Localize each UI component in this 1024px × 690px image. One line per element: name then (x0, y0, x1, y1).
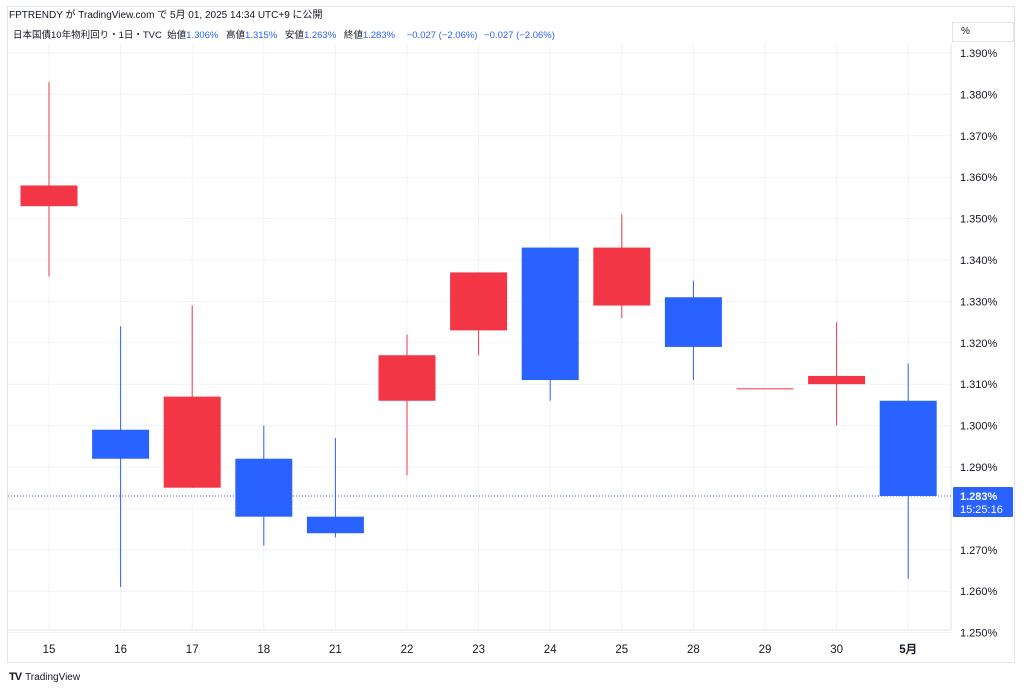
candle (450, 272, 508, 356)
candle (163, 305, 221, 488)
time-axis: 15 16 17 18 21 22 23 24 25 28 29 30 5月 (8, 629, 951, 656)
candle-body (163, 396, 221, 488)
y-tick-label: 1.290% (960, 462, 998, 474)
close-label: 終値 (343, 30, 363, 41)
candle-body (593, 247, 651, 306)
candle (20, 81, 78, 277)
high-label: 高値 (226, 30, 246, 41)
last-price-tag (953, 486, 1013, 517)
x-tick-label: 16 (114, 644, 127, 656)
bar-countdown: 15:25:16 (960, 504, 1003, 516)
candle-body (378, 355, 436, 401)
symbol-title[interactable]: 日本国債10年物利回り・1日・TVC (13, 30, 162, 41)
candle (378, 334, 436, 476)
grid-lines (8, 44, 951, 634)
y-tick-label: 1.260% (960, 586, 998, 598)
change-value-2: −0.027 (−2.06%) (484, 30, 555, 41)
x-tick-label: 24 (544, 644, 557, 656)
y-tick-label: 1.380% (960, 89, 998, 101)
close-value: 1.283% (362, 30, 396, 41)
footer-brand[interactable]: TV TradingView (9, 671, 80, 683)
x-tick-label: 5月 (899, 643, 917, 656)
candle-body (664, 297, 722, 347)
y-tick-label: 1.310% (960, 379, 998, 391)
x-tick-label: 29 (759, 644, 772, 656)
candle-body (235, 458, 293, 517)
low-value: 1.263% (303, 30, 337, 41)
candle-body (808, 375, 866, 385)
price-scale-unit[interactable]: % (952, 22, 1014, 42)
candle-body (879, 400, 937, 496)
candle (879, 363, 937, 579)
y-tick-label: 1.390% (960, 48, 998, 60)
candle (664, 280, 722, 381)
candle (593, 214, 651, 318)
tradingview-logo-icon: TV (9, 671, 22, 683)
candle (736, 388, 794, 390)
x-tick-label: 22 (401, 644, 414, 656)
candle (808, 322, 866, 426)
x-tick-label: 18 (257, 644, 270, 656)
candle-body (306, 516, 364, 534)
publish-caption: FPTRENDY が TradingView.com で 5月 01, 2025… (9, 10, 323, 21)
candle-body (521, 247, 579, 381)
open-value: 1.306% (186, 30, 219, 41)
y-tick-label: 1.320% (960, 338, 998, 350)
x-tick-label: 23 (472, 644, 485, 656)
x-tick-label: 30 (830, 644, 843, 656)
candle (235, 425, 293, 546)
high-value: 1.315% (245, 30, 278, 41)
y-tick-label: 1.350% (960, 214, 998, 226)
x-tick-label: 25 (615, 644, 628, 656)
candle-body (736, 388, 794, 390)
ohlc-legend: 日本国債10年物利回り・1日・TVC 始値1.306% 高値1.315% 安値1… (13, 27, 555, 41)
y-tick-label: 1.300% (960, 421, 998, 433)
x-tick-label: 17 (186, 644, 199, 656)
price-axis: 1.390% 1.380% 1.370% 1.360% 1.350% 1.340% 1.33… (950, 44, 998, 640)
open-label: 始値 (167, 30, 187, 41)
y-tick-label: 1.330% (960, 296, 998, 308)
low-label: 安値 (284, 30, 304, 41)
candle-body (92, 429, 150, 459)
candles (20, 81, 937, 588)
y-tick-label: 1.250% (960, 628, 998, 640)
x-tick-label: 21 (329, 644, 342, 656)
brand-name: TradingView (25, 671, 81, 683)
candle-body (20, 185, 78, 207)
candle (521, 247, 579, 401)
x-tick-label: 15 (43, 644, 56, 656)
candle-body (450, 272, 508, 331)
y-tick-label: 1.370% (960, 131, 998, 143)
last-price-marker: 1.283%15:25:16 (8, 486, 1013, 517)
candle (306, 438, 364, 538)
candle (92, 326, 150, 588)
change-value: −0.027 (−2.06%) (406, 30, 478, 41)
y-tick-label: 1.340% (960, 255, 998, 267)
x-tick-label: 28 (687, 644, 700, 656)
y-tick-label: 1.270% (960, 545, 998, 557)
last-price-value: 1.283% (960, 491, 998, 503)
y-tick-label: 1.360% (960, 172, 998, 184)
